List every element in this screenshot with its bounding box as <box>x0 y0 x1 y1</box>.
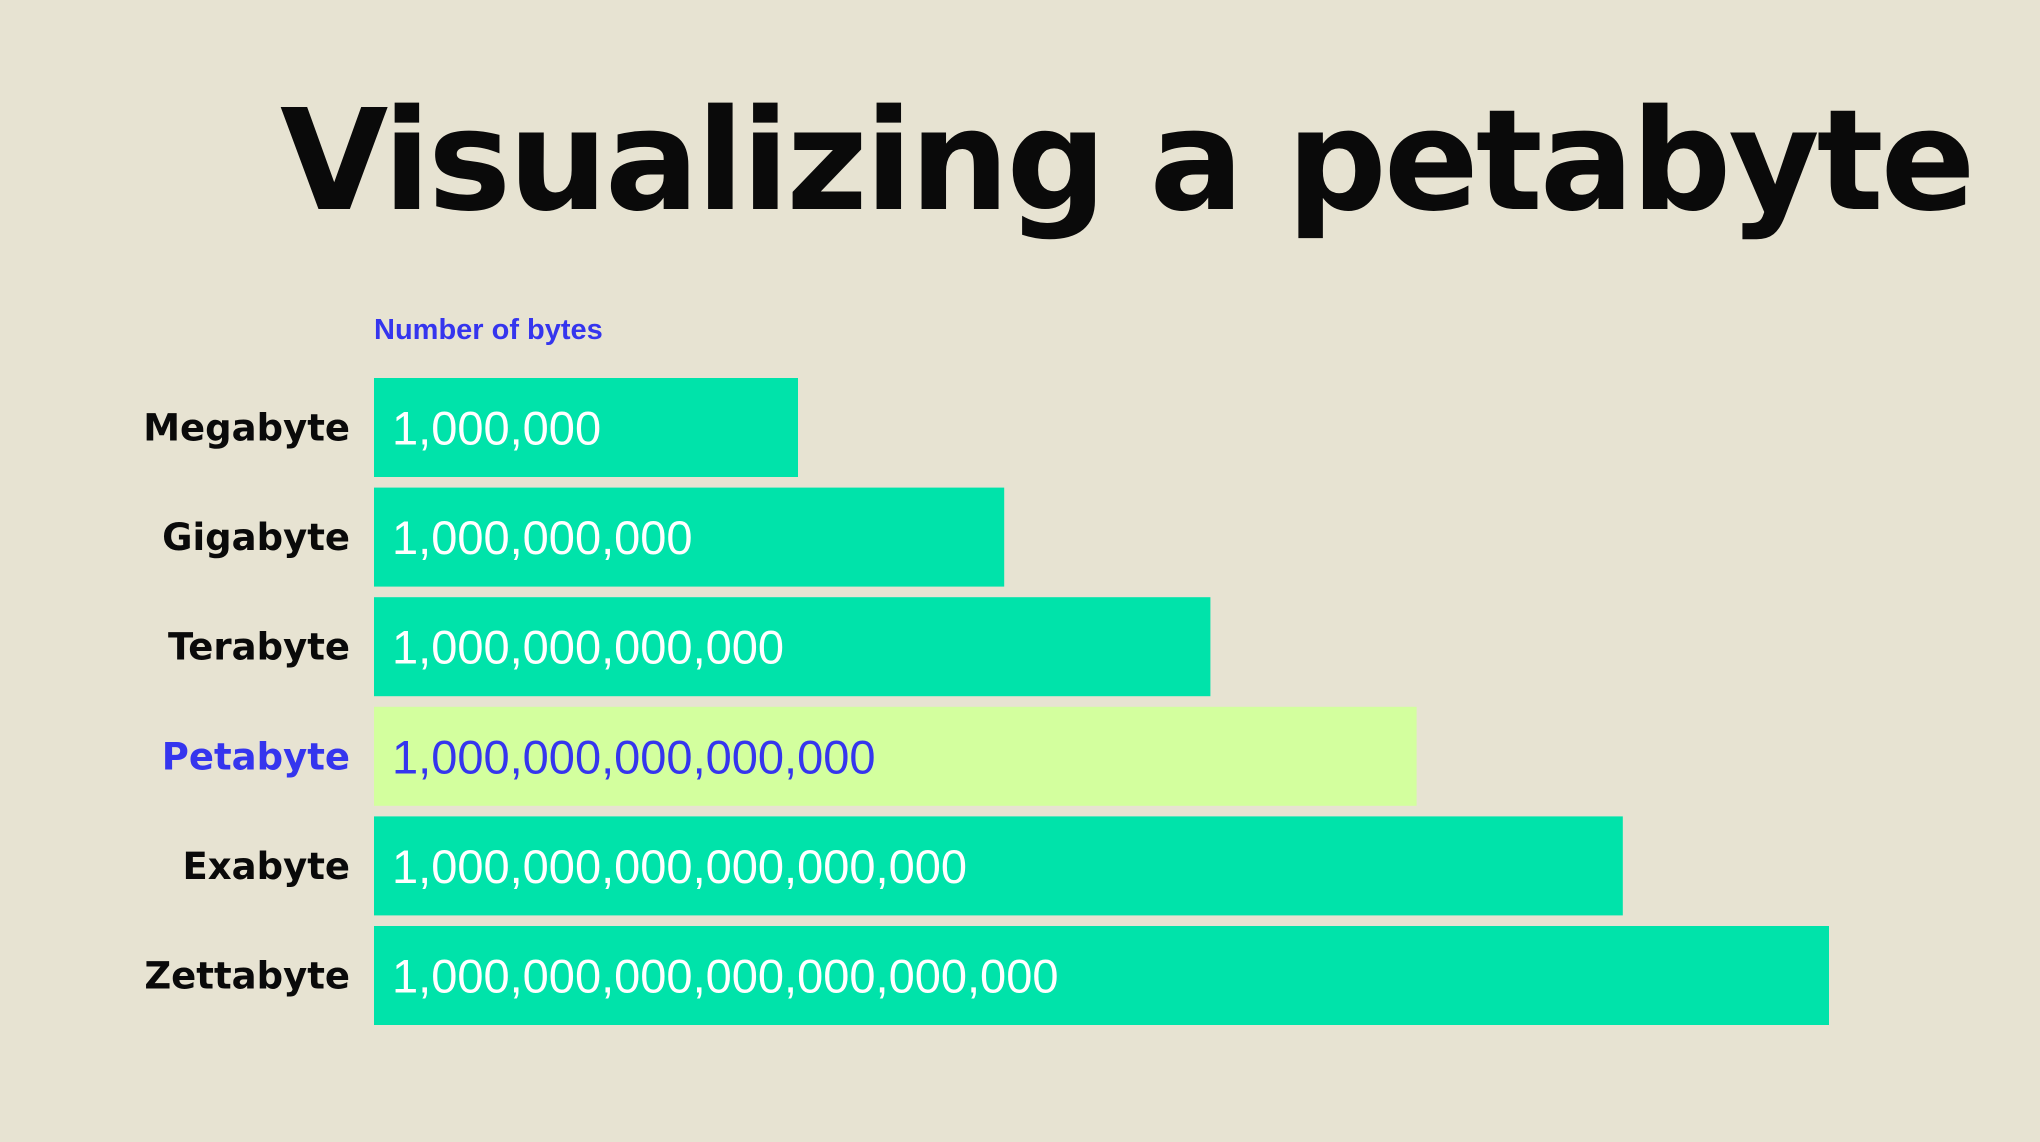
category-label-terabyte: Terabyte <box>168 626 350 669</box>
bar-row-petabyte: Petabyte 1,000,000,000,000,000 <box>162 706 1417 806</box>
bar-row-terabyte: Terabyte 1,000,000,000,000 <box>168 597 1211 697</box>
page-title: Visualizing a petabyte <box>280 80 1976 243</box>
bar-row-gigabyte: Gigabyte 1,000,000,000 <box>162 487 1005 587</box>
bar-row-zettabyte: Zettabyte 1,000,000,000,000,000,000,000 <box>144 926 1829 1025</box>
value-label-exabyte: 1,000,000,000,000,000,000 <box>392 840 967 893</box>
category-label-petabyte: Petabyte <box>162 735 350 778</box>
bar-exabyte <box>374 816 1623 916</box>
category-label-exabyte: Exabyte <box>183 845 351 888</box>
bar-row-exabyte: Exabyte 1,000,000,000,000,000,000 <box>183 816 1623 916</box>
category-label-gigabyte: Gigabyte <box>162 516 350 559</box>
category-label-zettabyte: Zettabyte <box>144 955 350 998</box>
value-label-gigabyte: 1,000,000,000 <box>392 511 693 564</box>
bar-megabyte <box>374 378 798 477</box>
category-label-megabyte: Megabyte <box>143 407 350 450</box>
value-label-zettabyte: 1,000,000,000,000,000,000,000 <box>392 950 1058 1003</box>
axis-label: Number of bytes <box>374 314 603 346</box>
bar-terabyte <box>374 597 1211 697</box>
value-label-petabyte: 1,000,000,000,000,000 <box>392 730 876 783</box>
value-label-terabyte: 1,000,000,000,000 <box>392 621 784 674</box>
bar-gigabyte <box>374 487 1005 587</box>
bar-petabyte <box>374 706 1417 806</box>
bar-zettabyte <box>374 926 1829 1025</box>
value-label-megabyte: 1,000,000 <box>392 402 601 455</box>
bar-row-megabyte: Megabyte 1,000,000 <box>143 378 798 477</box>
